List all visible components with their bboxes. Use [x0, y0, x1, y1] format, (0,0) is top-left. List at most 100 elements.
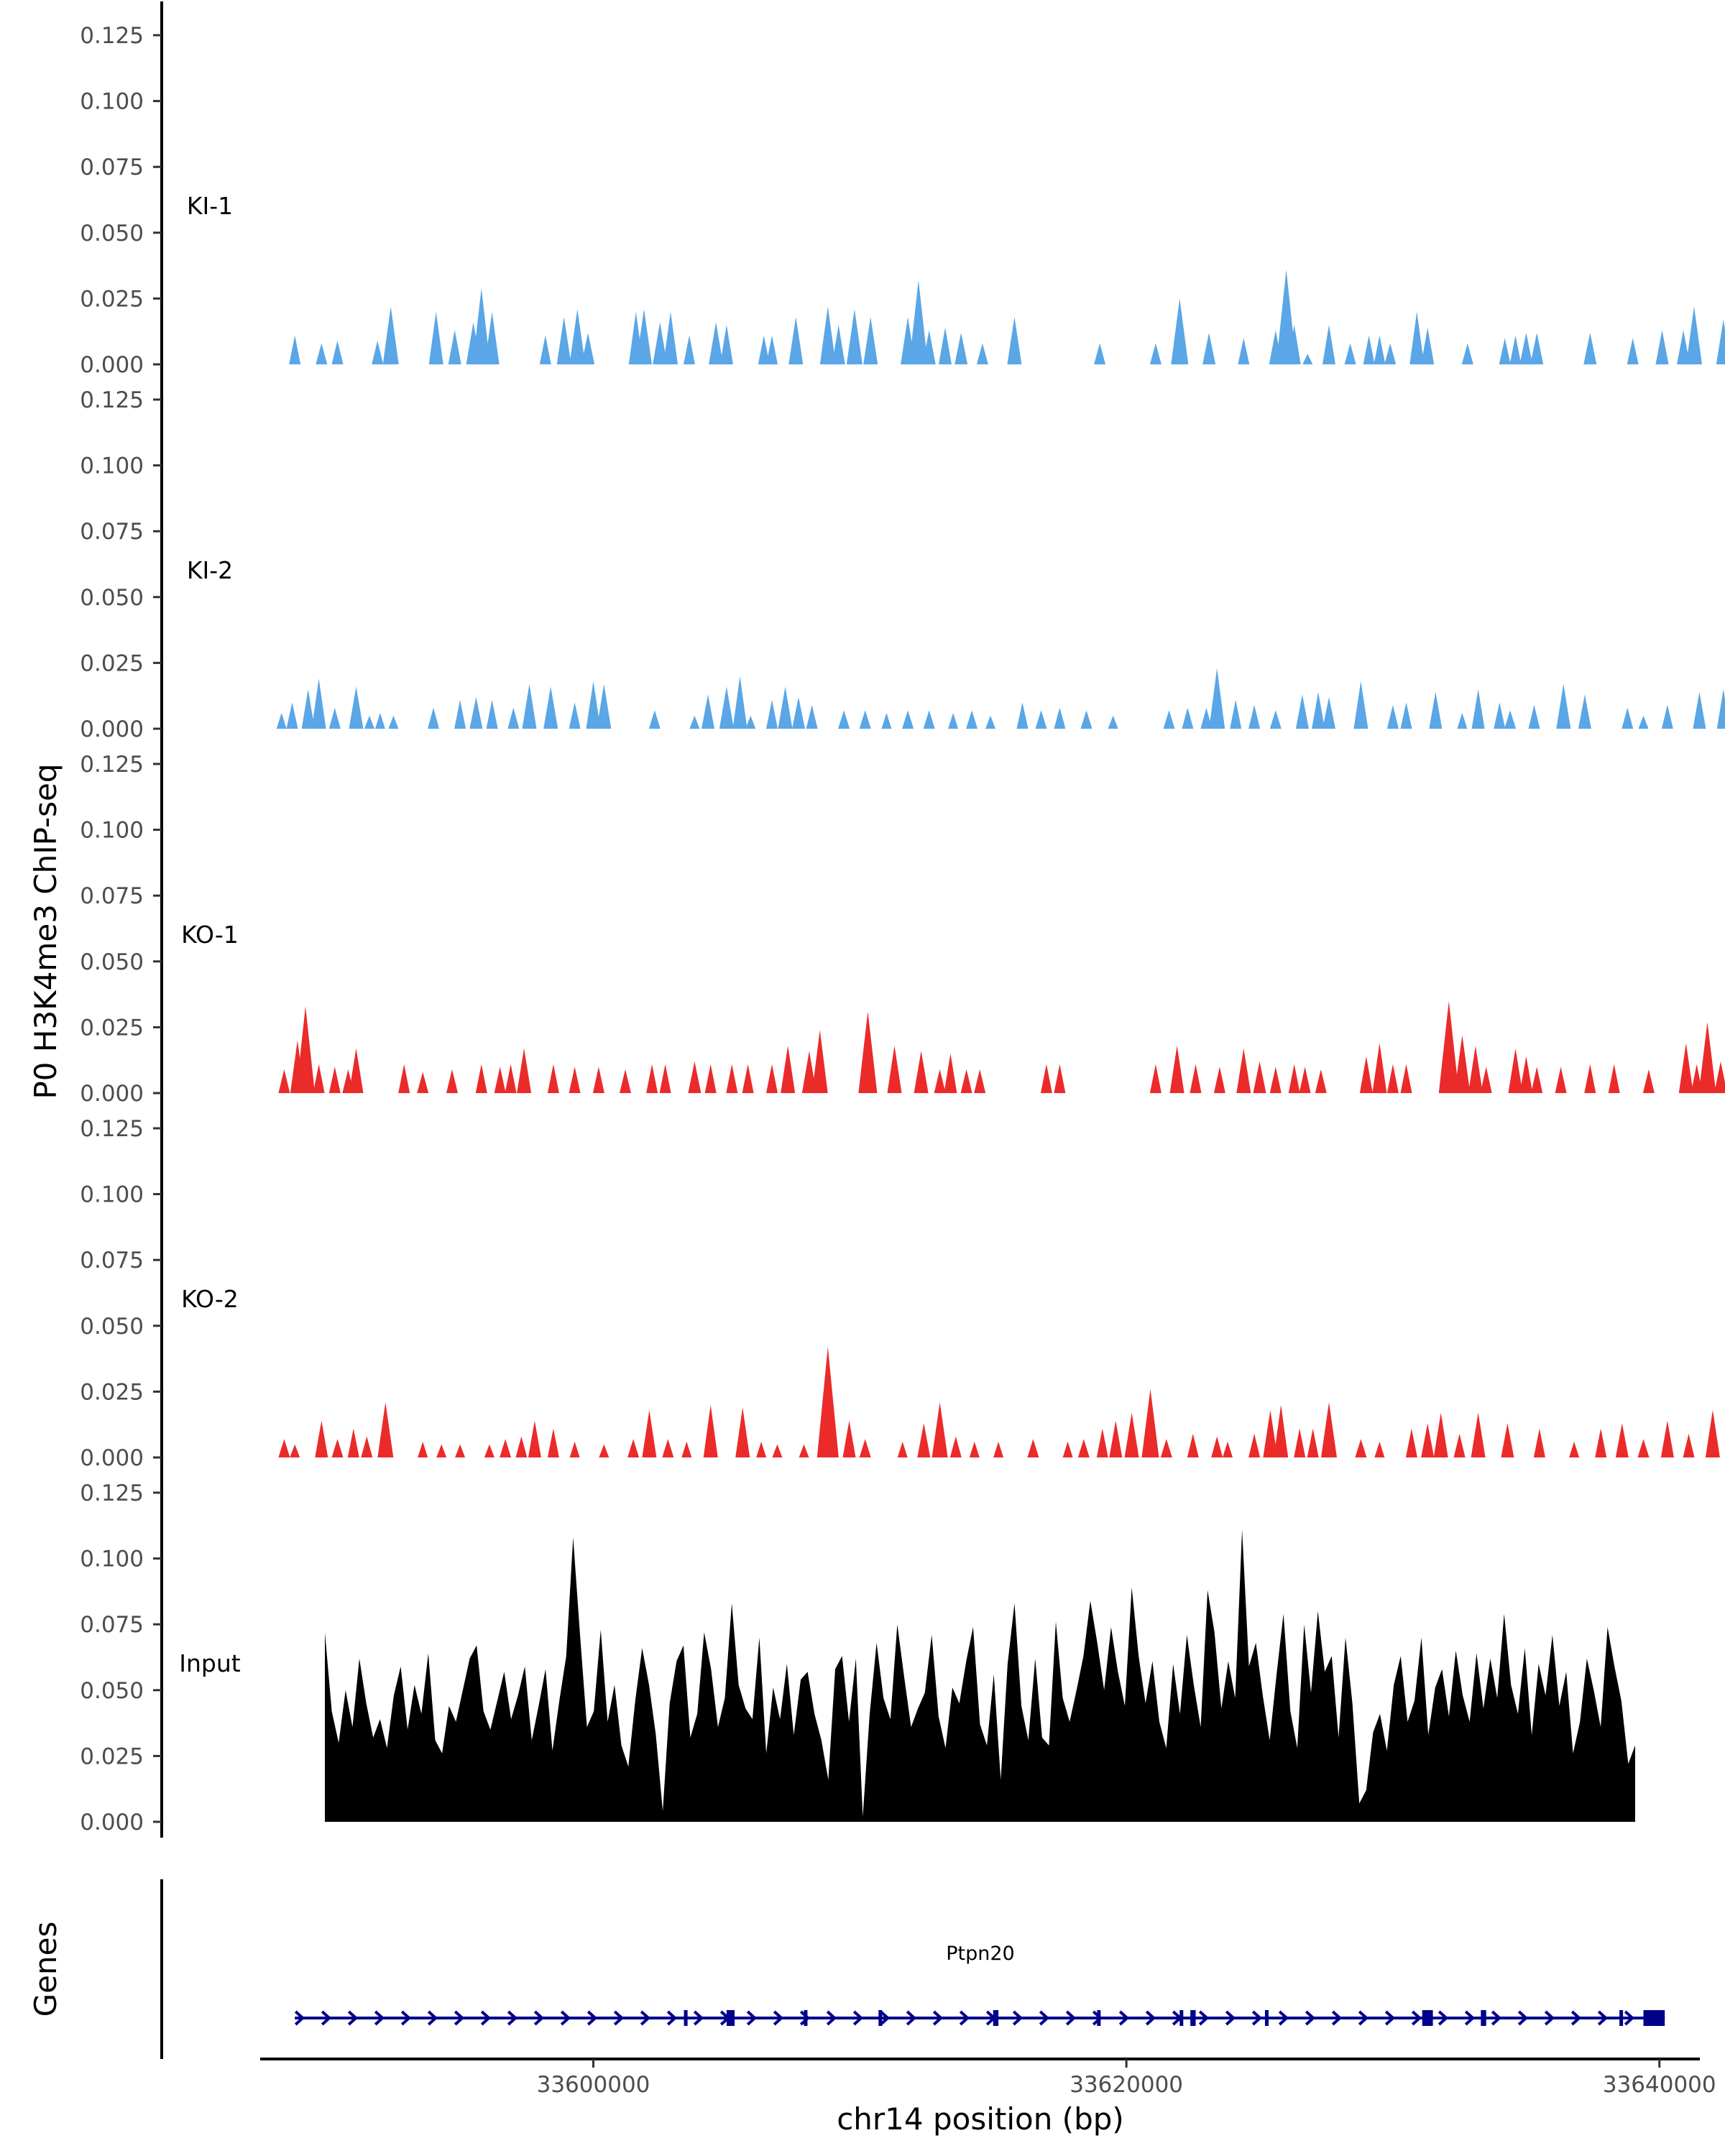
strand-arrow: [852, 2010, 864, 2026]
y-tick-label: 0.025: [80, 1379, 144, 1405]
x-tick-label: 33600000: [537, 2072, 650, 2098]
signal-peak: [1615, 1423, 1629, 1457]
signal-peak: [627, 1439, 640, 1457]
signal-peak: [1386, 1064, 1399, 1093]
signal-peak: [543, 686, 558, 729]
y-tick-label: 0.100: [80, 818, 144, 844]
signal-peak: [328, 1067, 341, 1093]
signal-peak: [1494, 702, 1506, 729]
signal-peak: [863, 317, 878, 364]
signal-peak: [301, 689, 315, 729]
signal-peak: [1322, 697, 1335, 729]
signal-peak: [276, 713, 287, 729]
signal-peak: [1578, 694, 1591, 729]
track-ki-1: 0.000 0.025 0.050 0.075 0.100 0.125 KI-1: [80, 1, 1725, 380]
signal-peak: [469, 697, 483, 729]
strand-arrow: [693, 2010, 704, 2026]
y-tick-label: 0.000: [80, 717, 144, 742]
y-tick-label: 0.075: [80, 519, 144, 545]
signal-peak: [1182, 707, 1194, 729]
strand-arrow: [1198, 2010, 1210, 2026]
signal-peak: [684, 335, 695, 364]
signal-peak: [954, 333, 968, 364]
signal-peak: [1094, 343, 1106, 364]
strand-arrow: [826, 2010, 837, 2026]
signal-peak: [646, 1064, 658, 1093]
exon: [1481, 2010, 1486, 2026]
signal-peak: [819, 306, 836, 364]
signal-peak: [902, 710, 914, 729]
signal-peak: [328, 707, 341, 729]
signal-peak: [887, 1046, 902, 1093]
signal-peak: [388, 715, 399, 729]
strand-arrow: [294, 2010, 305, 2026]
signal-peak: [1690, 1064, 1703, 1093]
signal-peak: [781, 1046, 796, 1093]
signal-peak: [528, 1420, 541, 1457]
signal-peak: [1678, 1043, 1693, 1093]
signal-peak: [372, 341, 384, 364]
signal-peak: [801, 1051, 816, 1093]
track-label: KO-1: [181, 921, 239, 949]
signal-peak: [331, 1439, 344, 1457]
signal-peak: [1213, 1067, 1225, 1093]
signal-peak: [517, 1048, 532, 1093]
signal-peak: [1384, 343, 1397, 364]
signal-peak: [932, 1402, 948, 1457]
signal-peak: [1686, 306, 1702, 364]
strand-arrow: [1012, 2010, 1024, 2026]
y-tick-label: 0.125: [80, 387, 144, 413]
exon: [684, 2010, 688, 2026]
strand-arrow: [799, 2010, 811, 2026]
signal-peak: [398, 1064, 410, 1093]
exon: [878, 2010, 883, 2026]
signal-peak: [1236, 1048, 1251, 1093]
signal-peak: [993, 1442, 1004, 1457]
signal-peak: [278, 1069, 290, 1093]
strand-arrow: [746, 2010, 758, 2026]
strand-arrow: [1305, 2010, 1316, 2026]
signal-peak: [766, 699, 778, 729]
signal-peak: [966, 710, 978, 729]
strand-arrow: [1145, 2010, 1156, 2026]
signal-peak: [1372, 1043, 1387, 1093]
strand-arrow: [400, 2010, 412, 2026]
signal-peak: [1405, 1428, 1417, 1457]
signal-peak: [1211, 1436, 1223, 1457]
exon: [726, 2010, 735, 2026]
signal-peak: [1287, 325, 1301, 364]
exon: [1619, 2010, 1624, 2026]
signal-peak: [726, 1064, 738, 1093]
y-tick-label: 0.000: [80, 1810, 144, 1835]
strand-arrow: [560, 2010, 571, 2026]
signal-peak: [1200, 707, 1213, 729]
strand-arrow: [586, 2010, 598, 2026]
strand-arrow: [773, 2010, 784, 2026]
signal-peak: [505, 1064, 517, 1093]
strand-arrow: [1438, 2010, 1449, 2026]
signal-peak: [361, 1436, 373, 1457]
signal-peak: [1374, 1442, 1385, 1457]
signal-peak: [1533, 1428, 1545, 1457]
signal-peak: [1457, 713, 1468, 729]
signal-peak: [881, 713, 892, 729]
y-tick-label: 0.075: [80, 1248, 144, 1273]
signal-peak: [1363, 335, 1375, 364]
signal-peak: [766, 1064, 778, 1093]
signal-peak: [1683, 1434, 1695, 1457]
signal-peak: [1595, 1428, 1607, 1457]
strand-arrow: [1278, 2010, 1289, 2026]
exon: [993, 2010, 999, 2026]
signal-peak: [1040, 1064, 1052, 1093]
y-tick-label: 0.050: [80, 949, 144, 975]
signal-peak: [547, 1064, 559, 1093]
signal-peak: [788, 317, 804, 364]
signal-peak: [1569, 1442, 1580, 1457]
strand-arrow: [427, 2010, 438, 2026]
signal-peak: [1344, 343, 1356, 364]
signal-peak: [1519, 1056, 1533, 1093]
y-tick-label: 0.050: [80, 221, 144, 247]
signal-peak: [1471, 689, 1485, 729]
strand-arrow: [932, 2010, 944, 2026]
